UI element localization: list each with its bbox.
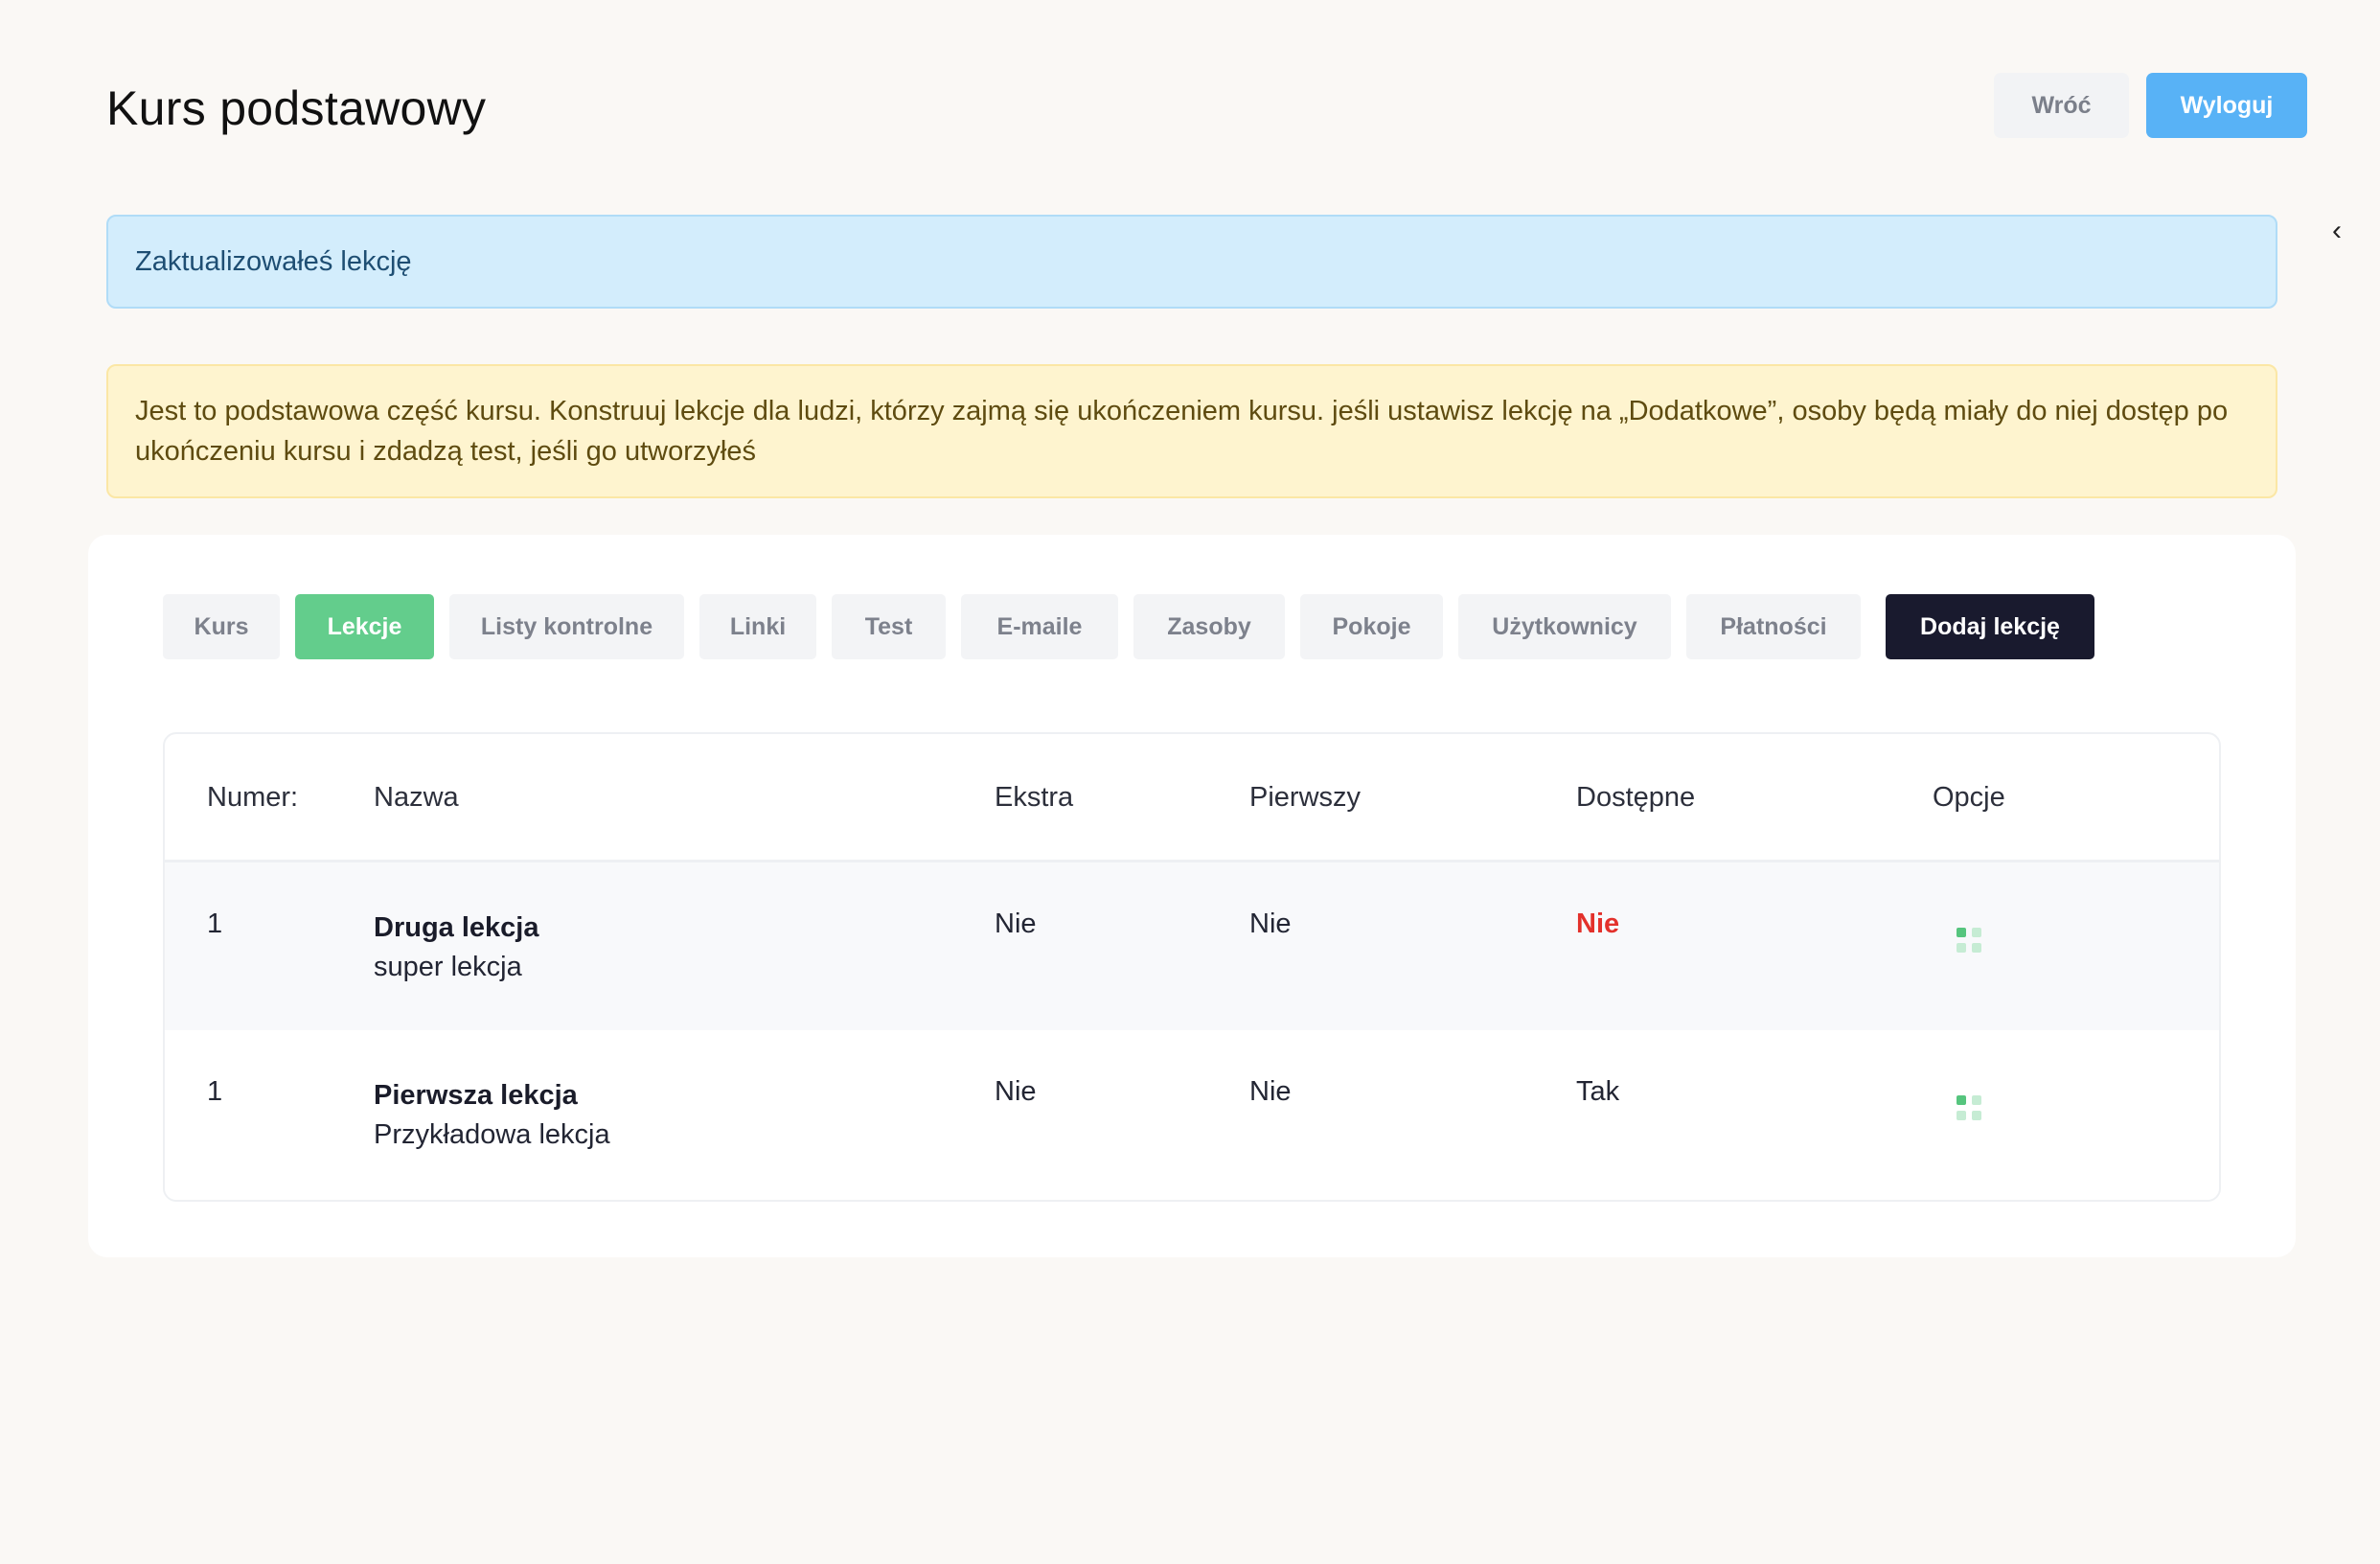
tab-test[interactable]: Test xyxy=(832,594,946,659)
cell-name: Druga lekcja super lekcja xyxy=(374,908,538,987)
lesson-description: Przykładowa lekcja xyxy=(374,1119,610,1150)
header-extra: Ekstra xyxy=(995,782,1074,813)
table-row: 1 Druga lekcja super lekcja Nie Nie Nie xyxy=(165,862,2219,1030)
tab-kurs[interactable]: Kurs xyxy=(163,594,280,659)
add-lesson-button[interactable]: Dodaj lekcję xyxy=(1886,594,2094,659)
lessons-table: Numer: Nazwa Ekstra Pierwszy Dostępne Op… xyxy=(163,732,2221,1202)
tab-platnosci[interactable]: Płatności xyxy=(1686,594,1861,659)
cell-number: 1 xyxy=(207,908,223,939)
tab-lekcje[interactable]: Lekcje xyxy=(295,594,434,659)
info-alert: Zaktualizowałeś lekcję xyxy=(106,215,2277,309)
warning-alert-text: Jest to podstawowa część kursu. Konstruu… xyxy=(135,396,2229,467)
header-available: Dostępne xyxy=(1576,782,1696,813)
tab-linki[interactable]: Linki xyxy=(699,594,816,659)
options-grid-icon[interactable] xyxy=(1957,928,1983,954)
page-title: Kurs podstawowy xyxy=(106,81,487,135)
header-name: Nazwa xyxy=(374,782,459,813)
tab-listy-kontrolne[interactable]: Listy kontrolne xyxy=(449,594,684,659)
info-alert-text: Zaktualizowałeś lekcję xyxy=(135,245,412,277)
cell-available: Tak xyxy=(1576,1076,1620,1107)
options-grid-icon[interactable] xyxy=(1957,1095,1983,1122)
tab-pokoje[interactable]: Pokoje xyxy=(1300,594,1443,659)
lesson-name: Druga lekcja xyxy=(374,912,539,943)
header-number: Numer: xyxy=(207,782,299,813)
tab-zasoby[interactable]: Zasoby xyxy=(1133,594,1285,659)
header-actions: Wróć Wyloguj xyxy=(1994,73,2307,138)
cell-number: 1 xyxy=(207,1076,223,1107)
tab-e-maile[interactable]: E-maile xyxy=(961,594,1118,659)
header-first: Pierwszy xyxy=(1249,782,1362,813)
table-row: 1 Pierwsza lekcja Przykładowa lekcja Nie… xyxy=(165,1030,2219,1200)
header-options: Opcje xyxy=(1933,782,2005,813)
cell-extra: Nie xyxy=(995,908,1037,939)
chevron-left-icon[interactable]: ‹ xyxy=(2332,215,2342,246)
course-card: Kurs Lekcje Listy kontrolne Linki Test E… xyxy=(88,535,2296,1257)
cell-available: Nie xyxy=(1576,908,1620,939)
cell-name: Pierwsza lekcja Przykładowa lekcja xyxy=(374,1076,610,1155)
lesson-description: super lekcja xyxy=(374,952,522,982)
logout-button[interactable]: Wyloguj xyxy=(2146,73,2307,138)
tab-uzytkownicy[interactable]: Użytkownicy xyxy=(1458,594,1671,659)
cell-first: Nie xyxy=(1249,1076,1292,1107)
lesson-name: Pierwsza lekcja xyxy=(374,1080,578,1111)
cell-extra: Nie xyxy=(995,1076,1037,1107)
warning-alert: Jest to podstawowa część kursu. Konstruu… xyxy=(106,364,2277,498)
back-button[interactable]: Wróć xyxy=(1994,73,2129,138)
cell-first: Nie xyxy=(1249,908,1292,939)
table-header-row: Numer: Nazwa Ekstra Pierwszy Dostępne Op… xyxy=(165,734,2219,862)
tab-bar: Kurs Lekcje Listy kontrolne Linki Test E… xyxy=(163,594,2110,659)
